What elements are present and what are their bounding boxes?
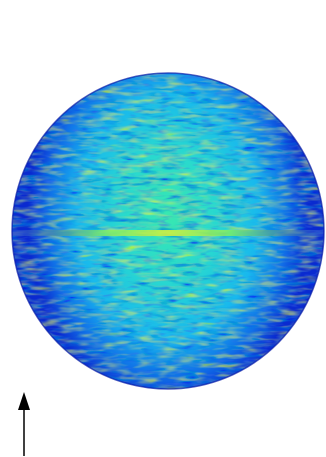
sphere-edge	[11, 72, 325, 390]
arrow-head	[18, 392, 30, 410]
equator-band	[12, 230, 324, 236]
sphere-texture	[12, 73, 324, 389]
axis-arrow	[18, 392, 30, 456]
